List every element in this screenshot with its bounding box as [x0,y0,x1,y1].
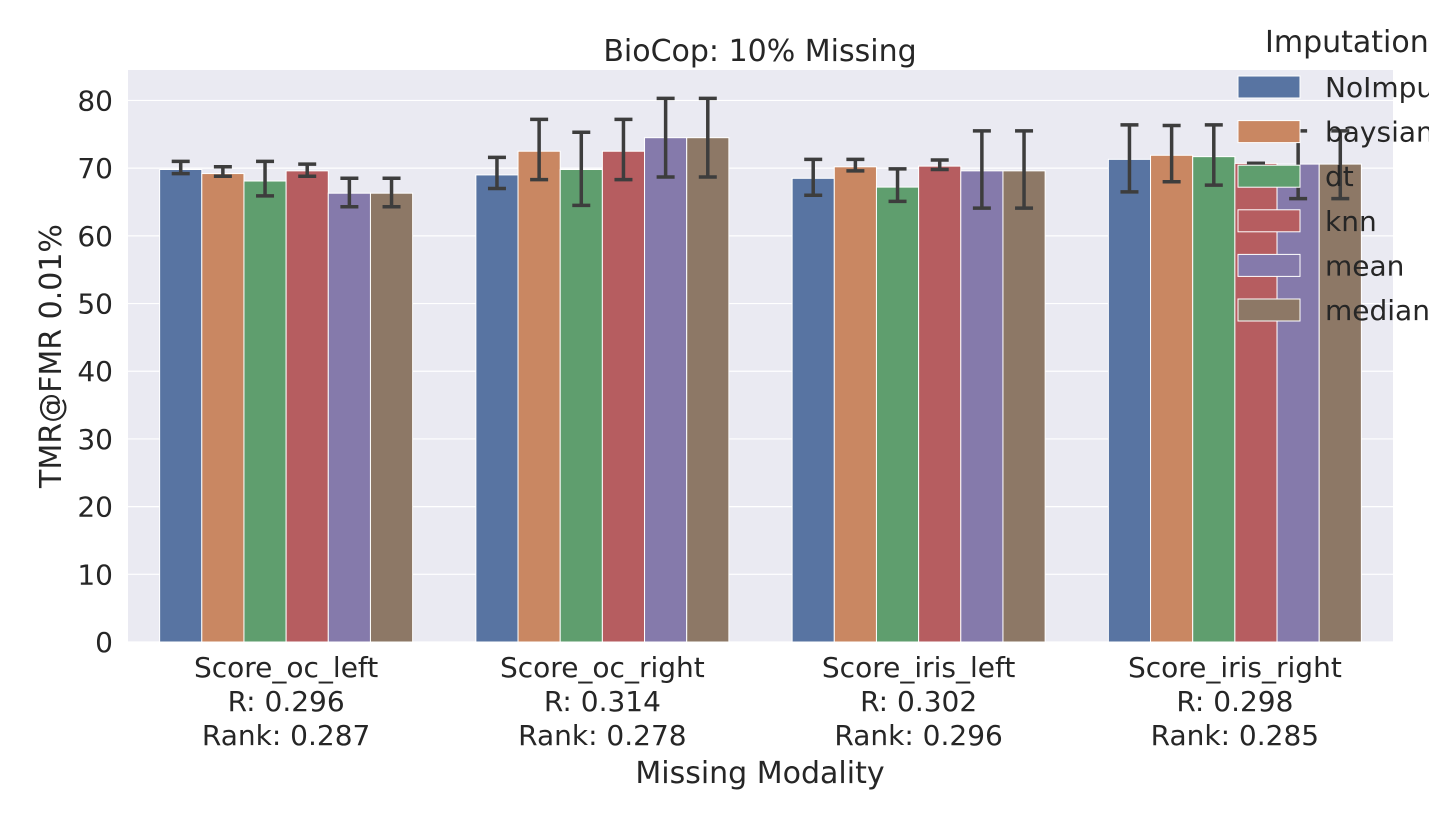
legend-label: dt [1325,160,1354,193]
x-tick-label: Score_iris_left [822,651,1015,684]
legend-swatch [1237,253,1301,277]
legend-swatch [1237,75,1301,99]
legend: Imputation NoImpu baysian dt knn mean median [1237,25,1429,327]
y-tick-label: 30 [77,423,113,456]
bar [327,192,371,643]
bar [875,186,920,643]
legend-swatch [1237,298,1301,322]
x-tick-label: R: 0.314 [544,685,661,718]
bar [1192,156,1236,643]
bar [1276,163,1320,643]
bar [918,165,962,643]
legend-label: median [1325,294,1429,327]
y-tick-label: 10 [77,558,113,591]
bar [201,173,245,643]
legend-swatch [1237,120,1301,144]
legend-label: NoImpu [1325,71,1429,104]
chart-title: BioCop: 10% Missing [603,34,916,69]
legend-swatch [1237,209,1301,233]
bar [285,170,329,643]
y-tick-label: 40 [77,355,113,388]
x-tick-label: Score_oc_left [194,651,378,684]
x-tick-label: Rank: 0.278 [518,719,686,752]
bar [1002,170,1046,643]
bar [686,137,730,643]
bar [791,177,835,643]
bar [159,169,203,643]
x-tick-label: Score_iris_right [1128,651,1342,684]
y-tick-label: 80 [77,84,113,117]
x-axis-label: Missing Modality [635,756,884,791]
bar [243,180,287,643]
bar [1234,162,1278,643]
y-tick-label: 70 [77,152,113,185]
x-tick-label: Score_oc_right [500,651,705,684]
bar [369,192,414,643]
x-tick-label: R: 0.302 [860,685,977,718]
bar [644,137,688,643]
y-tick-label: 0 [95,626,113,659]
x-tick-label: R: 0.298 [1176,685,1293,718]
y-tick-label: 60 [77,220,113,253]
legend-label: mean [1325,249,1404,282]
bar [517,150,561,643]
bar [1318,163,1362,643]
bar [1107,158,1152,643]
bar [601,150,646,643]
bar [1150,154,1194,643]
legend-label: baysian [1325,116,1429,149]
x-tick-label: Rank: 0.296 [834,719,1002,752]
bar [559,169,603,643]
bar [833,166,877,643]
y-tick-label: 20 [77,491,113,524]
y-axis-label: TMR@FMR 0.01% [34,224,69,489]
x-tick-label: Rank: 0.287 [202,719,370,752]
bar [475,174,519,643]
bar [960,170,1004,643]
legend-label: knn [1325,205,1377,238]
y-tick-label: 50 [77,288,113,321]
x-tick-label: R: 0.296 [228,685,345,718]
legend-swatch [1237,164,1301,188]
legend-title: Imputation [1265,25,1429,60]
x-tick-label: Rank: 0.285 [1151,719,1319,752]
